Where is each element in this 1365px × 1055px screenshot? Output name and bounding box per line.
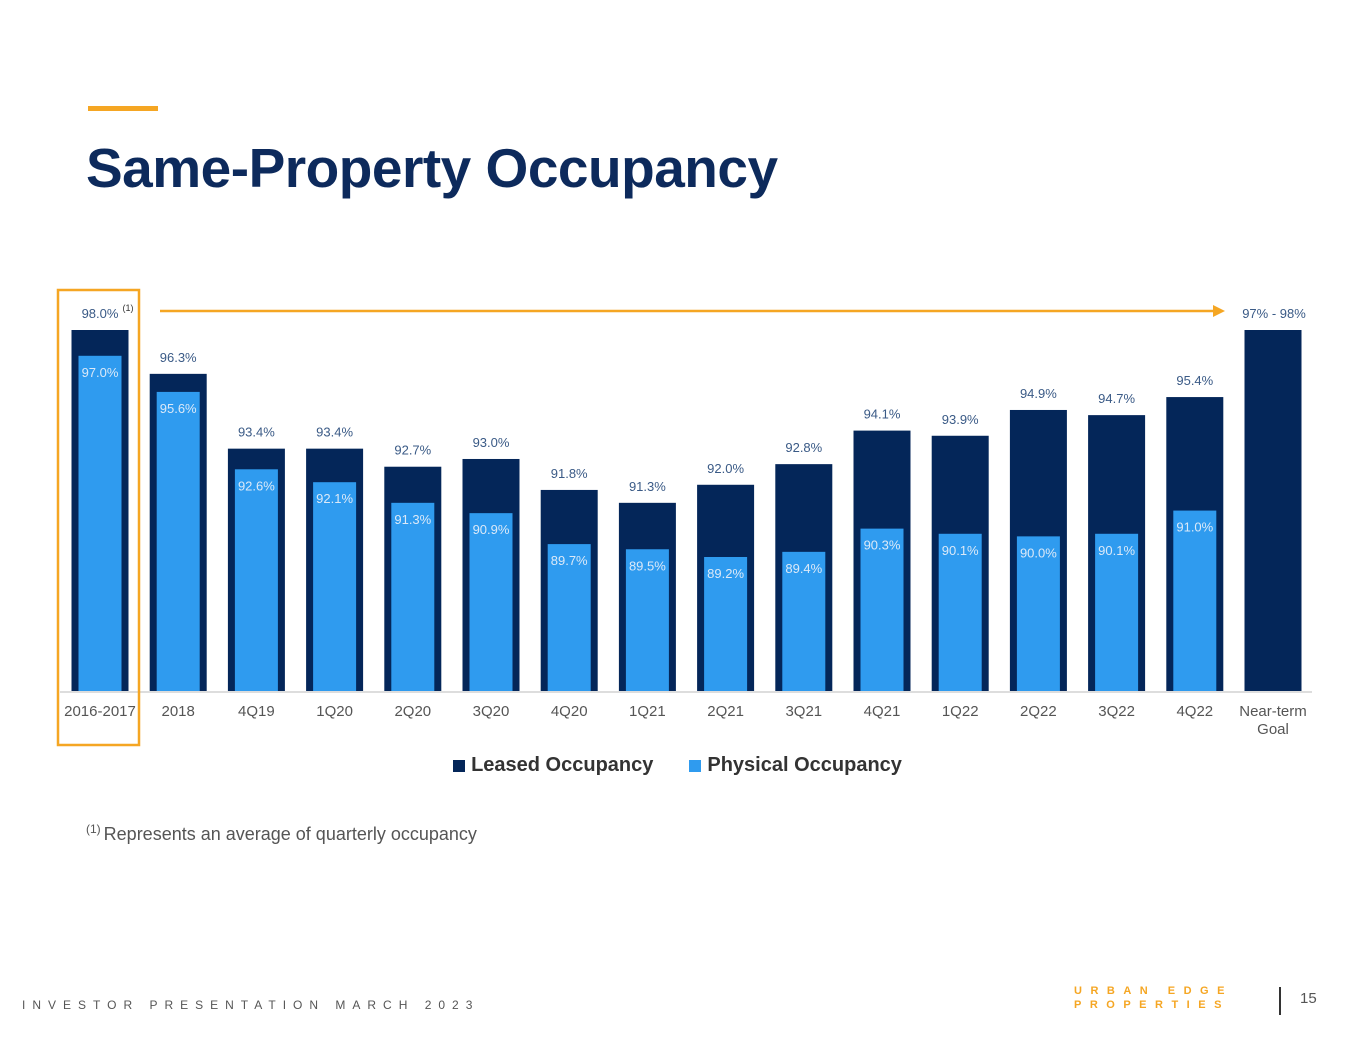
bar-leased <box>1244 330 1302 691</box>
x-tick-label: 1Q21 <box>629 703 666 720</box>
bar-physical <box>1173 510 1217 691</box>
x-tick-label: 1Q20 <box>316 703 353 720</box>
x-tick-label: 3Q21 <box>785 703 822 720</box>
bar-physical <box>391 502 435 691</box>
bar-label-leased: 94.9% <box>1020 386 1057 401</box>
x-tick-label: 4Q19 <box>238 703 275 720</box>
bar-physical <box>704 557 748 691</box>
bar-physical <box>1016 536 1060 691</box>
bar-label-physical: 90.1% <box>1098 543 1135 558</box>
bar-physical <box>156 391 200 691</box>
x-tick-label: 4Q21 <box>864 703 901 720</box>
page-title: Same-Property Occupancy <box>86 137 778 199</box>
first-bar-superscript: (1) <box>123 303 134 313</box>
footnote-marker: (1) <box>86 822 101 836</box>
bar-physical <box>313 482 357 691</box>
x-tick-label: 2Q20 <box>394 703 431 720</box>
x-tick-label: 4Q20 <box>551 703 588 720</box>
logo-line-2: PROPERTIES <box>1074 999 1230 1011</box>
x-tick-label: 1Q22 <box>942 703 979 720</box>
goal-arrowhead <box>1213 305 1225 317</box>
bar-label-physical: 90.0% <box>1020 545 1057 560</box>
bar-label-leased: 94.1% <box>864 407 901 422</box>
bar-physical <box>78 355 122 691</box>
bar-label-leased: 97% - 98% <box>1242 306 1306 321</box>
page-number: 15 <box>1300 990 1317 1007</box>
bar-label-leased: 96.3% <box>160 350 197 365</box>
bar-physical <box>547 544 591 691</box>
bar-physical <box>1095 533 1139 691</box>
bar-physical <box>469 513 513 691</box>
legend-item-leased: Leased Occupancy <box>453 754 653 777</box>
x-tick-label: 2018 <box>162 703 195 720</box>
legend-swatch-leased <box>453 759 466 772</box>
company-logo: URBAN EDGE PROPERTIES <box>1074 984 1264 1012</box>
bar-label-leased: 93.0% <box>473 435 510 450</box>
x-tick-label: Near-term <box>1239 703 1307 720</box>
bar-label-physical: 91.0% <box>1176 520 1213 535</box>
bar-label-physical: 92.1% <box>316 491 353 506</box>
x-tick-label: 3Q20 <box>473 703 510 720</box>
bar-label-physical: 89.4% <box>785 561 822 576</box>
bar-label-leased: 98.0% <box>82 306 119 321</box>
bar-label-leased: 92.7% <box>394 443 431 458</box>
bar-label-physical: 89.5% <box>629 558 666 573</box>
bar-label-leased: 95.4% <box>1176 373 1213 388</box>
legend-label-physical: Physical Occupancy <box>707 754 902 776</box>
bar-label-leased: 93.4% <box>238 425 275 440</box>
bar-label-leased: 94.7% <box>1098 391 1135 406</box>
chart-legend: Leased Occupancy Physical Occupancy <box>0 754 1365 777</box>
footnote: (1) Represents an average of quarterly oc… <box>86 822 477 845</box>
bar-label-leased: 92.0% <box>707 461 744 476</box>
legend-label-leased: Leased Occupancy <box>471 754 654 776</box>
bar-label-leased: 93.4% <box>316 425 353 440</box>
logo-line-1: URBAN EDGE <box>1074 985 1233 997</box>
bar-label-leased: 93.9% <box>942 412 979 427</box>
bar-physical <box>234 469 278 691</box>
bar-label-physical: 92.6% <box>238 478 275 493</box>
bar-physical <box>625 549 669 691</box>
bar-label-physical: 90.9% <box>473 522 510 537</box>
bar-label-physical: 97.0% <box>82 365 119 380</box>
bar-label-physical: 95.6% <box>160 401 197 416</box>
x-tick-label: 2016-2017 <box>64 703 136 720</box>
bar-physical <box>860 528 904 691</box>
x-tick-label: 4Q22 <box>1176 703 1213 720</box>
bar-label-leased: 91.3% <box>629 479 666 494</box>
footer-presentation-label: INVESTOR PRESENTATION MARCH 2023 <box>22 998 480 1012</box>
bar-physical <box>938 533 982 691</box>
x-tick-label: 2Q22 <box>1020 703 1057 720</box>
first-category-highlight-box <box>56 288 141 747</box>
bar-label-physical: 90.3% <box>864 538 901 553</box>
bar-label-physical: 90.1% <box>942 543 979 558</box>
bar-label-leased: 92.8% <box>785 440 822 455</box>
occupancy-bar-chart: 98.0% 97.0% 2016-2017 96.3% 95.6% 2018 93.4% 92… <box>56 288 1312 747</box>
title-accent-bar <box>88 106 158 111</box>
legend-item-physical: Physical Occupancy <box>689 754 902 777</box>
x-tick-label: 3Q22 <box>1098 703 1135 720</box>
bar-label-physical: 89.7% <box>551 553 588 568</box>
legend-swatch-physical <box>689 759 702 772</box>
bar-label-physical: 89.2% <box>707 566 744 581</box>
x-tick-label: 2Q21 <box>707 703 744 720</box>
bar-physical <box>782 551 826 691</box>
bar-label-physical: 91.3% <box>394 512 431 527</box>
bar-label-leased: 91.8% <box>551 466 588 481</box>
logo-divider <box>1279 987 1281 1015</box>
x-tick-label: Goal <box>1257 721 1289 738</box>
footnote-text: Represents an average of quarterly occup… <box>103 824 477 844</box>
